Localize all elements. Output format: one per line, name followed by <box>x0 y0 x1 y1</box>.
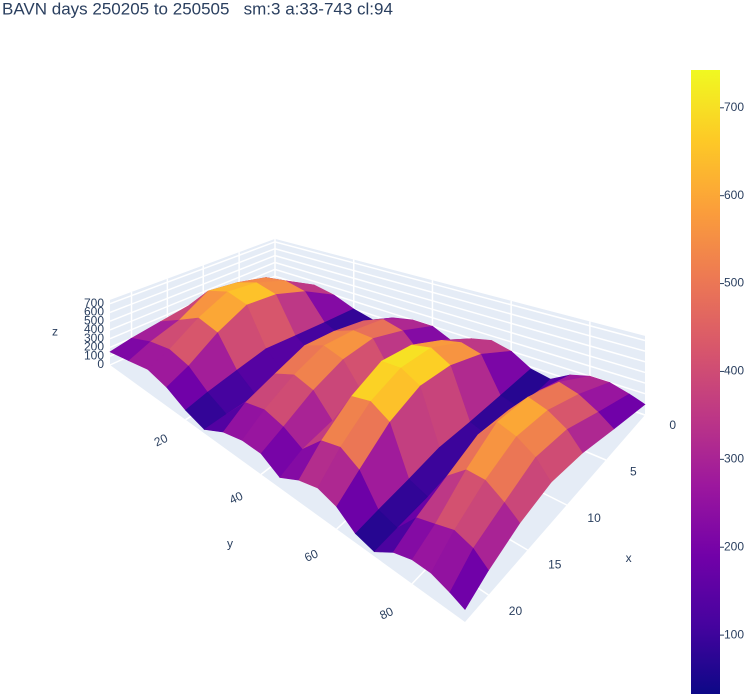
colorbar-tick-label: 500 <box>724 276 744 290</box>
z-grid-line <box>274 261 646 374</box>
z-axis-title: z <box>52 325 58 339</box>
x-tick-label: 5 <box>630 464 637 478</box>
colorbar <box>691 70 720 694</box>
z-tick-label: 700 <box>84 296 104 310</box>
z-grid-line <box>274 241 646 342</box>
colorbar-tick-label: 100 <box>724 627 744 641</box>
y-tick-label: 40 <box>227 489 245 507</box>
colorbar-tick-label: 700 <box>724 100 744 114</box>
z-grid-line <box>274 275 646 395</box>
y-axis-title: y <box>227 536 233 550</box>
x-tick-label: 20 <box>509 604 523 618</box>
z-tick-label: 200 <box>84 340 104 354</box>
z-grid-line <box>109 261 276 331</box>
x-tick-label: 10 <box>587 511 601 525</box>
chart-title: BAVN days 250205 to 250505 sm:3 a:33-743… <box>2 0 393 18</box>
y-tick-label: 80 <box>377 604 395 622</box>
x-tick-label: 15 <box>548 557 562 571</box>
colorbar-tick-label: 600 <box>724 188 744 202</box>
z-grid-line <box>109 254 276 322</box>
y-tick-label: 20 <box>152 431 170 449</box>
z-tick-label: 600 <box>84 305 104 319</box>
x-axis-title: x <box>626 551 632 565</box>
z-grid-line <box>274 254 646 363</box>
colorbar-tick-label: 300 <box>724 452 744 466</box>
colorbar-tick-label: 400 <box>724 364 744 378</box>
x-tick-label: 0 <box>669 418 676 432</box>
z-grid-line <box>274 248 646 352</box>
z-grid-line <box>109 241 276 305</box>
surface-cell <box>449 547 489 610</box>
z-tick-label: 400 <box>84 322 104 336</box>
z-tick-label: 500 <box>84 313 104 327</box>
z-grid-line <box>109 248 276 314</box>
z-grid-line <box>274 268 646 384</box>
colorbar-tick-label: 200 <box>724 539 744 553</box>
z-tick-label: 300 <box>84 331 104 345</box>
z-tick-label: 100 <box>84 348 104 362</box>
y-tick-label: 60 <box>302 546 320 564</box>
z-tick-label: 0 <box>97 357 104 371</box>
